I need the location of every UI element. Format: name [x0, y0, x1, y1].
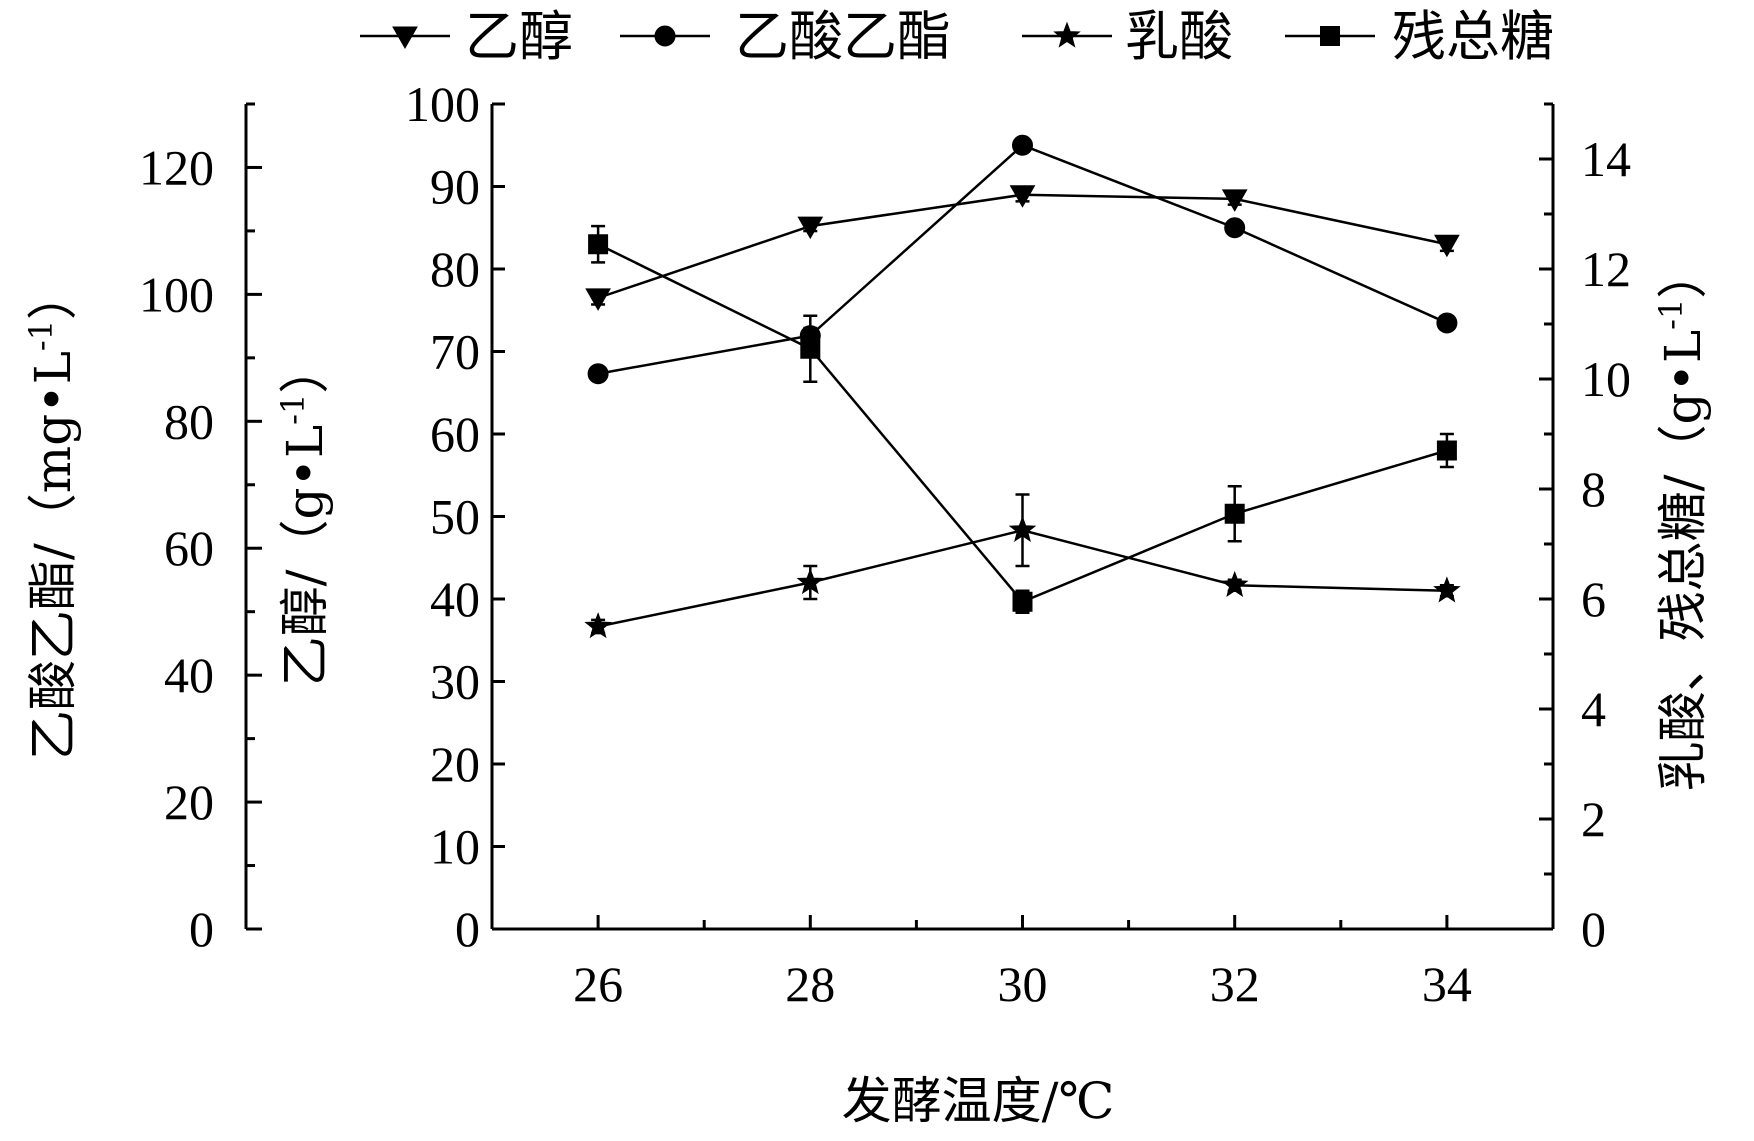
data-point [1009, 185, 1036, 208]
y-tick-label-ethanol: 50 [430, 489, 480, 545]
y-tick-label-acid-sugar: 2 [1581, 791, 1606, 847]
y-tick-label-ethanol: 40 [430, 571, 480, 627]
x-tick-label: 32 [1210, 956, 1260, 1012]
legend: 乙醇 乙酸乙酯 乳酸 残总糖 [360, 5, 1554, 68]
y-tick-label-ethyl-acetate: 20 [164, 774, 214, 830]
data-point [796, 568, 825, 595]
data-point [1224, 217, 1246, 239]
data-point [1433, 576, 1461, 603]
y-title-acid-sugar-main: 乳酸、残总糖/（g•L [1654, 330, 1712, 792]
y-tick-label-ethyl-acetate: 60 [164, 520, 214, 576]
y-axis-title-ethanol: 乙醇/（g•L-1） [274, 344, 334, 687]
legend-label: 乳酸 [1125, 5, 1233, 68]
y-tick-label-ethanol: 100 [405, 76, 480, 132]
data-point [1224, 503, 1245, 524]
data-point [1220, 570, 1249, 597]
y-tick-label-ethanol: 0 [455, 901, 480, 957]
error-bars [591, 138, 1454, 635]
y-axis-title-acid-sugar: 乳酸、残总糖/（g•L-1） [1652, 249, 1712, 792]
x-tick-label: 28 [785, 956, 835, 1012]
y-tick-label-ethanol: 60 [430, 406, 480, 462]
legend-label: 乙醇 [465, 5, 573, 68]
y-tick-label-acid-sugar: 12 [1581, 241, 1631, 297]
data-point [588, 234, 609, 255]
data-point [584, 612, 612, 639]
data-point [585, 288, 611, 311]
axes: 26 28 30 32 34010203040506070809010002040608… [139, 76, 1631, 1012]
y-tick-label-ethanol: 20 [430, 736, 480, 792]
y-tick-label-ethanol: 70 [430, 324, 480, 380]
y-tick-label-acid-sugar: 4 [1581, 681, 1606, 737]
data-point [1436, 440, 1457, 461]
data-point [797, 216, 824, 240]
data-point [1012, 591, 1033, 612]
y-tick-label-acid-sugar: 10 [1581, 351, 1631, 407]
data-point [1012, 134, 1033, 156]
data-point [800, 338, 821, 359]
legend-item: 乳酸 [1022, 5, 1233, 68]
data-point [1221, 189, 1248, 212]
y-title-ethanol-main: 乙醇/（g•L [276, 425, 334, 687]
data-point [587, 363, 609, 385]
y-tick-label-ethyl-acetate: 0 [189, 901, 214, 957]
y-tick-label-acid-sugar: 6 [1581, 571, 1606, 627]
legend-item: 乙酸乙酯 [620, 5, 951, 68]
data-point [1436, 312, 1458, 334]
legend-marker [654, 25, 676, 47]
y-title-ethyl-acetate-end: ） [24, 270, 82, 320]
y-title-ethyl-acetate-main: 乙酸乙酯/（mg•L [24, 351, 82, 760]
y-tick-label-ethyl-acetate: 40 [164, 647, 214, 703]
data-point [1434, 234, 1460, 258]
y-tick-label-acid-sugar: 0 [1581, 901, 1606, 957]
legend-label: 乙酸乙酯 [735, 5, 951, 68]
y-title-ethanol-sup: -1 [274, 394, 312, 425]
y-tick-label-ethanol: 30 [430, 654, 480, 710]
y-axis-title-ethyl-acetate: 乙酸乙酯/（mg•L-1） [22, 270, 82, 760]
markers [584, 134, 1461, 639]
y-title-ethanol-end: ） [276, 344, 334, 394]
data-point [1008, 515, 1037, 542]
y-tick-label-acid-sugar: 8 [1581, 461, 1606, 517]
y-tick-label-acid-sugar: 14 [1581, 131, 1631, 187]
x-axis-title: 发酵温度/℃ [842, 1072, 1115, 1130]
y-tick-label-ethanol: 90 [430, 159, 480, 215]
y-title-ethyl-acetate-sup: -1 [22, 320, 60, 351]
legend-marker [1320, 26, 1340, 46]
y-tick-label-ethyl-acetate: 80 [164, 393, 214, 449]
x-tick-label: 26 [573, 956, 623, 1012]
y-tick-label-ethanol: 10 [430, 819, 480, 875]
legend-item: 乙醇 [360, 5, 573, 68]
series-line-0 [597, 193, 1448, 300]
y-tick-label-ethyl-acetate: 100 [139, 266, 214, 322]
series-line-1 [597, 143, 1448, 375]
y-tick-label-ethanol: 80 [430, 241, 480, 297]
legend-marker [1053, 21, 1081, 48]
y-title-acid-sugar-end: ） [1654, 249, 1712, 299]
x-tick-label: 34 [1422, 956, 1472, 1012]
legend-label: 残总糖 [1392, 5, 1554, 68]
legend-item: 残总糖 [1285, 5, 1554, 68]
legend-marker [392, 26, 418, 50]
y-tick-label-ethyl-acetate: 120 [139, 139, 214, 195]
y-title-acid-sugar-sup: -1 [1652, 299, 1690, 330]
x-tick-label: 30 [998, 956, 1048, 1012]
